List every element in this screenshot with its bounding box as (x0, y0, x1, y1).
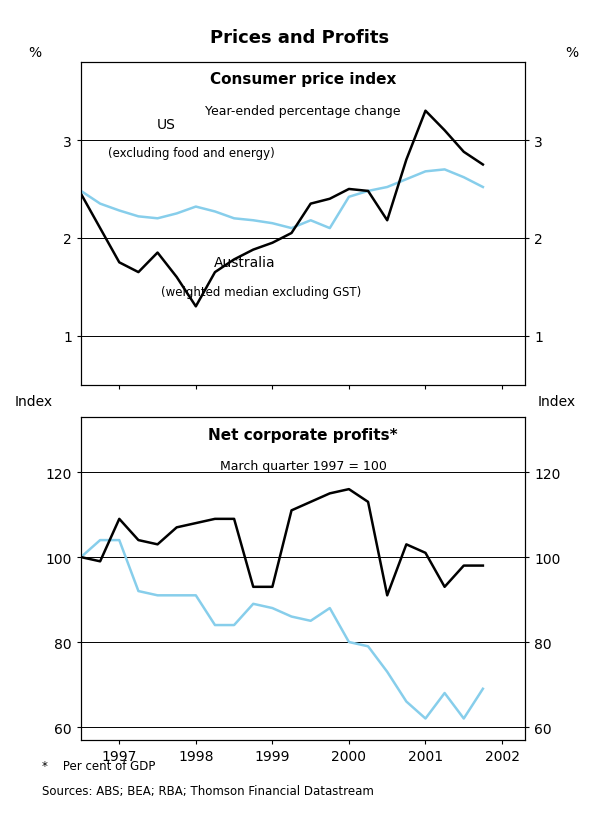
Text: %: % (565, 45, 578, 59)
Text: Australia: Australia (214, 256, 276, 270)
Text: US: US (157, 118, 175, 131)
Text: March quarter 1997 = 100: March quarter 1997 = 100 (220, 459, 386, 472)
Text: Consumer price index: Consumer price index (210, 73, 396, 87)
Text: Index: Index (15, 395, 53, 408)
Text: Index: Index (538, 395, 576, 408)
Text: Prices and Profits: Prices and Profits (211, 29, 389, 48)
Text: Sources: ABS; BEA; RBA; Thomson Financial Datastream: Sources: ABS; BEA; RBA; Thomson Financia… (42, 784, 374, 798)
Text: Year-ended percentage change: Year-ended percentage change (205, 104, 401, 118)
Text: *    Per cent of GDP: * Per cent of GDP (42, 759, 155, 772)
Text: (excluding food and energy): (excluding food and energy) (107, 146, 274, 160)
Text: (weighted median excluding GST): (weighted median excluding GST) (161, 285, 361, 298)
Text: Net corporate profits*: Net corporate profits* (208, 427, 398, 442)
Text: %: % (28, 45, 41, 59)
